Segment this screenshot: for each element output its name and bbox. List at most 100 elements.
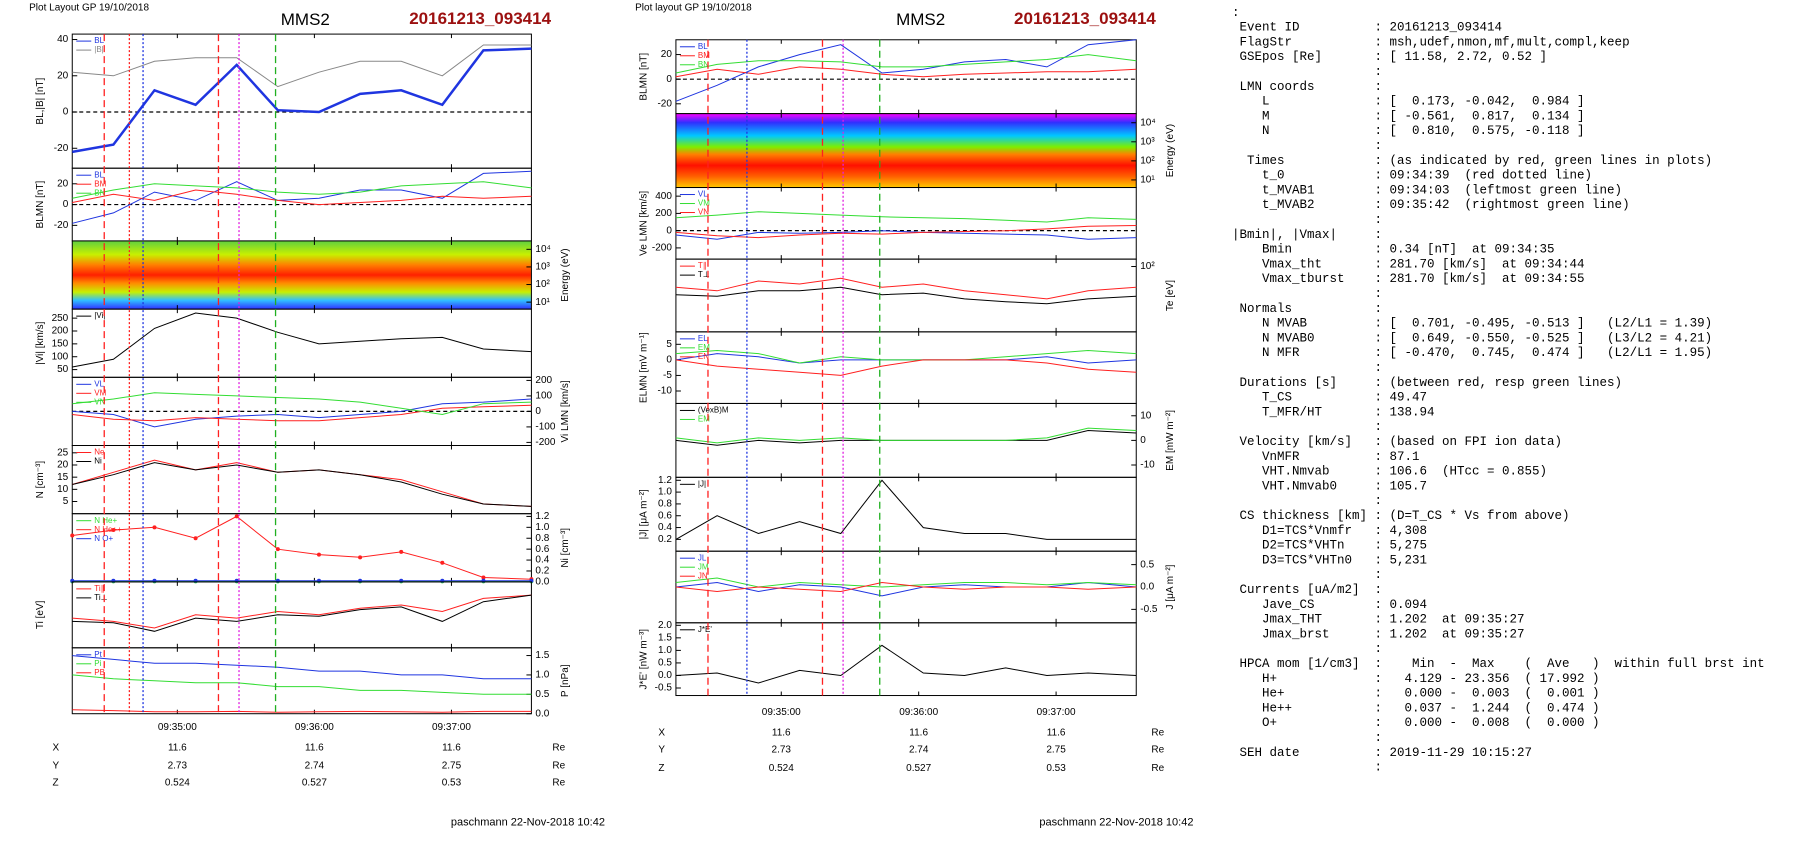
- y-tick-label: -20: [657, 98, 672, 109]
- y-tick-label: 10²: [1140, 156, 1155, 167]
- y-axis-label: ELMN [mV m⁻¹]: [639, 332, 650, 403]
- info-line: Vmax_tht : 281.70 [km/s] at 09:34:44: [1232, 257, 1585, 271]
- y-axis-label: Ni [cm⁻³]: [560, 528, 571, 568]
- info-line: Jmax_THT : 1.202 at 09:35:27: [1232, 613, 1525, 627]
- panel-frame: [675, 622, 1137, 697]
- legend-entry: Ti⊥: [94, 593, 107, 602]
- series-line: [72, 44, 532, 88]
- y-axis-label: BLMN [nT]: [639, 53, 650, 101]
- series-line: [675, 581, 1137, 597]
- info-line: :: [1232, 420, 1382, 434]
- series-line: [72, 181, 532, 199]
- series-line: [675, 581, 1137, 593]
- legend-entry: Ni: [94, 457, 102, 466]
- y-tick-label: -100: [535, 422, 555, 433]
- y-tick-label: 400: [655, 191, 672, 202]
- info-line: He++ : 0.037 - 1.244 ( 0.474 ): [1232, 701, 1600, 715]
- y-tick-label: 1.2: [535, 511, 549, 522]
- y-axis-label: J*E' [nW m⁻³]: [639, 629, 650, 690]
- y-axis-label: N [cm⁻³]: [35, 461, 46, 499]
- legend-entry: Pt: [94, 650, 102, 659]
- legend-entry: JM: [698, 562, 709, 571]
- info-line: CS thickness [km] : (D=T_CS * Vs from ab…: [1232, 509, 1570, 523]
- y-tick-label: -20: [54, 143, 69, 154]
- info-line: FlagStr : msh,udef,nmon,mf,mult,compl,ke…: [1232, 35, 1630, 49]
- y-tick-label: 10¹: [1140, 175, 1155, 186]
- info-line: D2=TCS*VHTn : 5,275: [1232, 539, 1427, 553]
- y-tick-label: 0.5: [1140, 559, 1154, 570]
- info-line: Currents [uA/m2] :: [1232, 583, 1382, 597]
- info-line: Durations [s] : (between red, resp green…: [1232, 376, 1622, 390]
- legend-entry: PB: [94, 668, 105, 677]
- legend-entry: (VexB)M: [698, 406, 729, 415]
- y-tick-label: 50: [57, 364, 69, 375]
- info-line: SEH date : 2019-11-29 10:15:27: [1232, 746, 1532, 760]
- legend-entry: EM: [698, 343, 710, 352]
- ephemeris-unit: Re: [1151, 763, 1164, 774]
- series-line: [72, 462, 532, 507]
- panel-frame: [675, 550, 1137, 624]
- series-line: [675, 359, 1137, 376]
- y-tick-label: 0: [666, 74, 672, 85]
- event-id: 20161213_093414: [1014, 9, 1156, 28]
- y-tick-label: 0.5: [658, 658, 672, 669]
- y-tick-label: 0.0: [1140, 582, 1154, 593]
- legend-entry: |Vi|: [94, 311, 105, 320]
- y-tick-label: 25: [57, 447, 69, 458]
- x-tick-label: 09:37:00: [432, 722, 471, 733]
- data-point: [70, 533, 75, 538]
- y-axis-label: Energy (eV): [1165, 124, 1176, 177]
- x-tick-label: 09:35:00: [762, 707, 801, 718]
- y-tick-label: 100: [535, 391, 552, 402]
- series-line: [675, 479, 1137, 540]
- series-line: [72, 404, 532, 422]
- y-tick-label: 200: [655, 208, 672, 219]
- y-tick-label: 5: [666, 339, 672, 350]
- info-line: D1=TCS*Vnmfr : 4,308: [1232, 524, 1427, 538]
- info-line: N MVAB0 : [ 0.649, -0.550, -0.525 ] (L3/…: [1232, 331, 1712, 345]
- ephemeris-value: 0.527: [906, 763, 931, 774]
- legend-entry: BL: [698, 42, 708, 51]
- legend-entry: T⊥: [698, 270, 710, 279]
- series-line: [72, 515, 532, 580]
- series-line: [72, 594, 532, 632]
- info-line: :: [1232, 139, 1382, 153]
- ephemeris-value: 2.75: [442, 761, 462, 772]
- info-line: N : [ 0.810, 0.575, -0.118 ]: [1232, 124, 1585, 138]
- series-line: [72, 594, 532, 629]
- data-point: [193, 536, 198, 541]
- y-tick-label: 1.0: [535, 522, 549, 533]
- y-axis-label: EM [mW m⁻²]: [1165, 410, 1176, 471]
- ephemeris-unit: Re: [552, 778, 565, 789]
- info-line: VHT.Nmvab0 : 105.7: [1232, 479, 1427, 493]
- info-line: t_MVAB1 : 09:34:03 (leftmost green line): [1232, 183, 1622, 197]
- data-point: [440, 560, 445, 565]
- info-line: L : [ 0.173, -0.042, 0.984 ]: [1232, 95, 1585, 109]
- legend-entry: VL: [698, 190, 708, 199]
- info-line: VHT.Nmvab : 106.6 (HTcc = 0.855): [1232, 465, 1547, 479]
- series-line: [675, 349, 1137, 364]
- y-axis-label: BLMN [nT]: [35, 180, 46, 228]
- y-axis-label: Ve LMN [km/s]: [639, 191, 650, 256]
- info-line: O+ : 0.000 - 0.008 ( 0.000 ): [1232, 716, 1600, 730]
- series-line: [675, 353, 1137, 364]
- ephemeris-value: 11.6: [909, 728, 928, 739]
- y-tick-label: -200: [652, 243, 672, 254]
- y-tick-label: 20: [57, 460, 69, 471]
- info-line: HPCA mom [1/cm3] : Min - Max ( Ave ) wit…: [1232, 657, 1765, 671]
- y-tick-label: 0.8: [658, 499, 672, 510]
- x-tick-label: 09:36:00: [295, 722, 334, 733]
- info-line: H+ : 4.129 - 23.356 ( 17.992 ): [1232, 672, 1600, 686]
- series-line: [72, 170, 532, 224]
- panel-frame: [71, 376, 532, 447]
- legend-entry: JL: [698, 553, 707, 562]
- series-line: [675, 225, 1137, 239]
- y-tick-label: 0.0: [535, 577, 549, 588]
- plot-header: Plot layout GP 19/10/2018: [635, 3, 752, 14]
- y-tick-label: 10¹: [535, 297, 550, 308]
- info-line: Velocity [km/s] : (based on FPI ion data…: [1232, 435, 1562, 449]
- data-point: [275, 547, 280, 552]
- y-tick-label: 0: [535, 406, 541, 417]
- y-tick-label: 0.5: [535, 689, 549, 700]
